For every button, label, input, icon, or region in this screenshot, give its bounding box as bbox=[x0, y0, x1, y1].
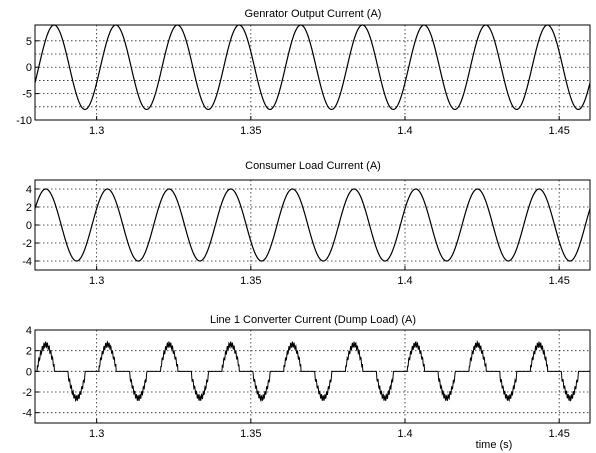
x-axis-label: time (s) bbox=[476, 439, 513, 451]
chart-title: Consumer Load Current (A) bbox=[245, 160, 381, 172]
y-tick-label: -2 bbox=[22, 387, 32, 399]
y-tick-label: 0 bbox=[26, 366, 32, 378]
series-line bbox=[34, 188, 591, 262]
y-tick-label: 5 bbox=[26, 36, 32, 48]
y-tick-label: 0 bbox=[26, 62, 32, 74]
y-tick-label: -4 bbox=[22, 256, 32, 268]
y-tick-label: 0 bbox=[26, 220, 32, 232]
y-tick-label: 4 bbox=[26, 184, 32, 196]
plot-area-frame bbox=[34, 24, 591, 121]
y-tick-label: -4 bbox=[22, 408, 32, 420]
x-tick-label: 1.45 bbox=[548, 275, 569, 287]
y-tick-label: -2 bbox=[22, 238, 32, 250]
x-tick-label: 1.4 bbox=[397, 125, 412, 137]
dump-load-converter-current-chart: Line 1 Converter Current (Dump Load) (A)… bbox=[22, 314, 591, 451]
x-tick-label: 1.35 bbox=[240, 275, 261, 287]
x-tick-label: 1.4 bbox=[397, 275, 412, 287]
x-tick-label: 1.35 bbox=[240, 125, 261, 137]
series-line bbox=[35, 339, 590, 403]
x-tick-label: 1.35 bbox=[240, 428, 261, 440]
y-tick-label: -10 bbox=[16, 115, 32, 127]
chart-title: Genrator Output Current (A) bbox=[245, 8, 382, 20]
series-line bbox=[34, 24, 591, 111]
generator-output-current-chart: Genrator Output Current (A) 5 0 -5 -10 1.3 1.… bbox=[16, 8, 591, 137]
y-tick-label: -5 bbox=[22, 89, 32, 101]
x-tick-label: 1.4 bbox=[397, 428, 412, 440]
x-tick-label: 1.45 bbox=[548, 428, 569, 440]
consumer-load-current-chart: Consumer Load Current (A) 4 2 0 -2 -4 1.3 1.35… bbox=[22, 160, 591, 287]
plot-area-frame bbox=[34, 329, 591, 424]
y-tick-label: 2 bbox=[26, 346, 32, 358]
x-tick-label: 1.3 bbox=[89, 428, 104, 440]
x-tick-label: 1.3 bbox=[89, 275, 104, 287]
x-tick-label: 1.45 bbox=[548, 125, 569, 137]
y-tick-label: 2 bbox=[26, 202, 32, 214]
chart-title: Line 1 Converter Current (Dump Load) (A) bbox=[210, 314, 416, 326]
y-tick-label: 4 bbox=[26, 325, 32, 337]
x-tick-label: 1.3 bbox=[89, 125, 104, 137]
